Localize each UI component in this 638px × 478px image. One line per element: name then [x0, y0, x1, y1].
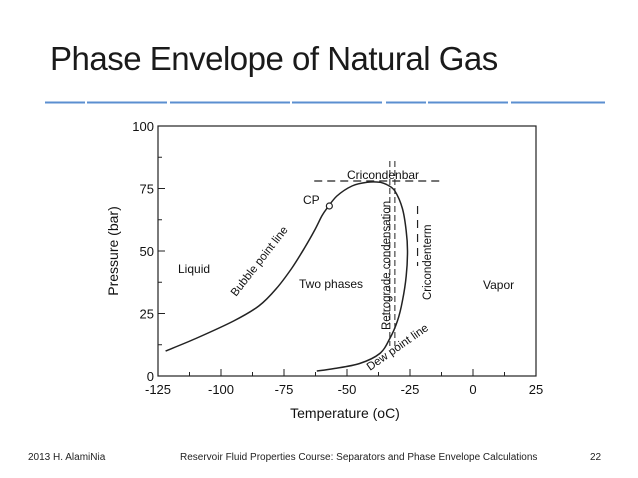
- critical-point-marker: [325, 202, 333, 210]
- y-tick-label: 100: [132, 119, 154, 134]
- slide-title: Phase Envelope of Natural Gas: [50, 40, 498, 77]
- x-tick-label: -25: [401, 382, 420, 397]
- vapor-label: Vapor: [483, 278, 514, 292]
- bubble-point-line: [165, 181, 388, 352]
- y-tick-label: 50: [140, 244, 154, 259]
- phase-envelope-chart: -125 -100 -75 -50 -25 0 25 0 25 50 75 100 CP Crico…: [105, 119, 543, 421]
- x-ticks: -125 -100 -75 -50 -25 0 25: [145, 369, 543, 397]
- y-ticks: 0 25 50 75 100: [132, 119, 165, 384]
- x-tick-label: 25: [529, 382, 543, 397]
- cp-label: CP: [303, 193, 320, 207]
- liquid-label: Liquid: [178, 262, 210, 276]
- y-axis-label: Pressure (bar): [105, 206, 121, 295]
- page-number: 22: [590, 452, 602, 463]
- two-phases-label: Two phases: [299, 277, 363, 291]
- cricondenbar-label: Cricondenbar: [347, 168, 419, 182]
- x-axis-label: Temperature (oC): [290, 405, 400, 421]
- dew-point-line: [316, 184, 409, 372]
- x-tick-label: -75: [275, 382, 294, 397]
- x-tick-label: -125: [145, 382, 171, 397]
- footer-author: 2013 H. AlamiNia: [28, 452, 106, 463]
- retrograde-label: Retrograde condensation: [381, 201, 393, 330]
- plot-frame: [157, 125, 537, 377]
- bubble-line-label: Bubble point line: [229, 224, 291, 298]
- y-tick-label: 25: [140, 307, 154, 322]
- y-tick-label: 75: [140, 182, 154, 197]
- cricondenterm-label: Cricondenterm: [422, 225, 434, 300]
- x-tick-label: -100: [208, 382, 234, 397]
- footer-course: Reservoir Fluid Properties Course: Separ…: [180, 452, 538, 463]
- x-tick-label: -50: [338, 382, 357, 397]
- title-underline: [45, 101, 605, 104]
- y-tick-label: 0: [147, 369, 154, 384]
- dew-line-label: Dew point line: [365, 322, 431, 373]
- x-tick-label: 0: [469, 382, 476, 397]
